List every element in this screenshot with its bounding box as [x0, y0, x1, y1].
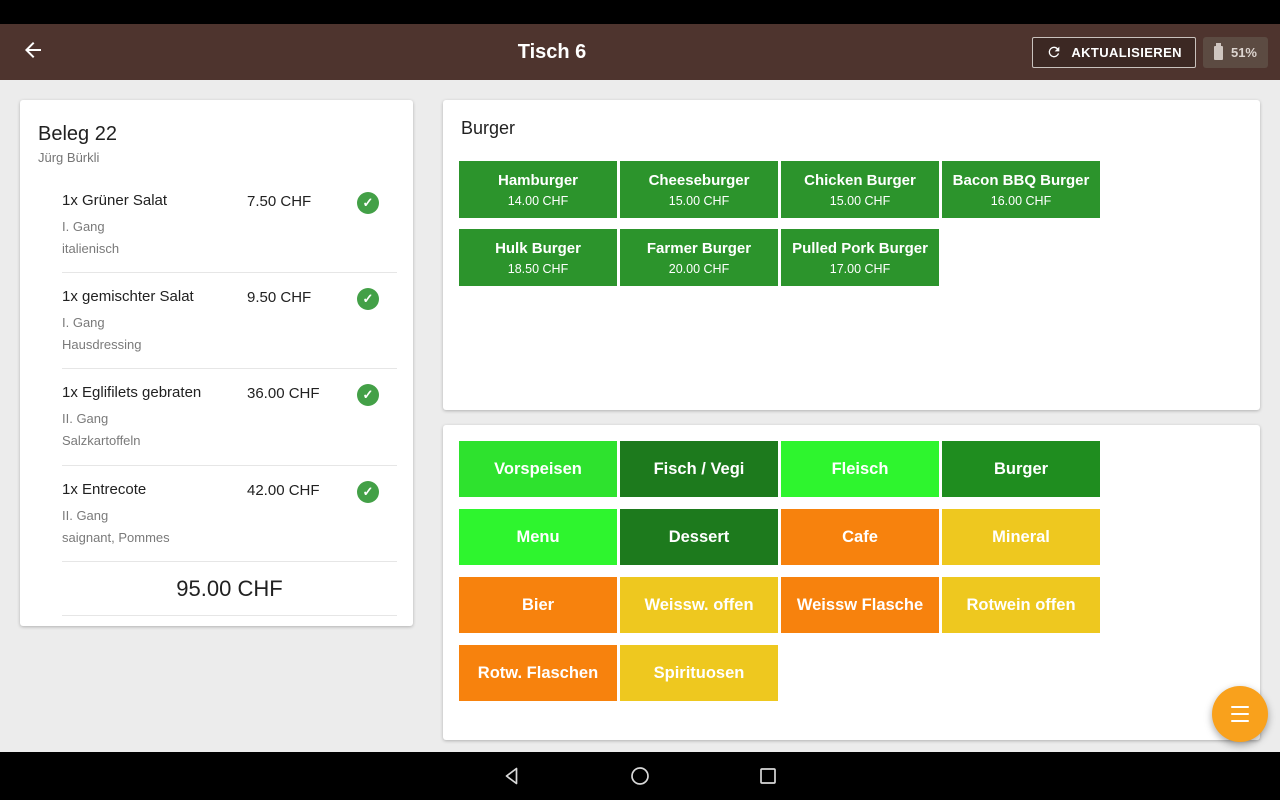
item-sent-check-icon: ✓ — [357, 288, 379, 311]
product-price: 16.00 CHF — [990, 193, 1052, 208]
product-name: Hamburger — [497, 171, 579, 189]
back-arrow-icon — [21, 38, 45, 67]
category-button-dessert[interactable]: Dessert — [620, 509, 778, 565]
battery-icon — [1213, 43, 1223, 60]
category-button-vorspeisen[interactable]: Vorspeisen — [459, 441, 617, 497]
android-nav-bar — [0, 752, 1280, 800]
refresh-button-label: AKTUALISIEREN — [1071, 44, 1182, 60]
receipt-total: 95.00 CHF — [62, 562, 397, 616]
item-name: 1x Eglifilets gebraten — [62, 384, 202, 402]
server-name: Jürg Bürkli — [38, 150, 100, 165]
item-course: II. Gang — [62, 507, 109, 523]
category-button-spirituosen[interactable]: Spirituosen — [620, 645, 778, 701]
battery-indicator: 51% — [1202, 36, 1268, 68]
back-button[interactable] — [12, 31, 54, 73]
product-price: 18.50 CHF — [507, 261, 569, 276]
category-button-burger[interactable]: Burger — [942, 441, 1100, 497]
item-sent-check-icon: ✓ — [357, 192, 379, 214]
product-button-grid: Hamburger 14.00 CHF Cheeseburger 15.00 C… — [459, 161, 1244, 286]
category-button-mineral[interactable]: Mineral — [942, 509, 1100, 565]
category-button-menu[interactable]: Menu — [459, 509, 617, 565]
item-sent-check-icon: ✓ — [357, 480, 379, 503]
battery-percent: 51% — [1230, 44, 1257, 60]
main-content: Beleg 22 Jürg Bürkli 1x Grüner Salat I. … — [0, 80, 1280, 760]
product-price: 15.00 CHF — [829, 193, 891, 208]
item-price: 7.50 CHF — [247, 193, 312, 210]
android-recents-button[interactable] — [757, 765, 779, 787]
item-note: Salzkartoffeln — [62, 433, 141, 449]
android-home-button[interactable] — [629, 765, 651, 787]
app-bar: Tisch 6 AKTUALISIEREN 51% — [0, 24, 1280, 80]
products-card: Burger Hamburger 14.00 CHF Cheeseburger … — [443, 100, 1260, 410]
category-button-rotwein-offen[interactable]: Rotwein offen — [942, 577, 1100, 633]
product-button-hamburger[interactable]: Hamburger 14.00 CHF — [459, 161, 617, 218]
refresh-icon — [1046, 44, 1062, 60]
product-price: 20.00 CHF — [668, 261, 730, 276]
receipt-item[interactable]: 1x gemischter Salat I. Gang Hausdressing… — [62, 273, 397, 370]
product-name: Pulled Pork Burger — [792, 239, 928, 257]
product-name: Farmer Burger — [646, 239, 752, 257]
app-bar-actions: AKTUALISIEREN 51% — [1032, 36, 1268, 68]
item-price: 36.00 CHF — [247, 385, 320, 403]
product-name: Cheeseburger — [648, 171, 750, 189]
item-price: 9.50 CHF — [247, 289, 312, 307]
receipt-title: Beleg 22 — [38, 123, 117, 145]
category-button-fisch-vegi[interactable]: Fisch / Vegi — [620, 441, 778, 497]
product-button-cheeseburger[interactable]: Cheeseburger 15.00 CHF — [620, 161, 778, 218]
android-back-button[interactable] — [501, 765, 523, 787]
receipt-item[interactable]: 1x Grüner Salat I. Gang italienisch 7.50… — [62, 177, 397, 274]
right-column: Burger Hamburger 14.00 CHF Cheeseburger … — [443, 100, 1260, 740]
product-price: 17.00 CHF — [829, 261, 891, 276]
product-button-pulled-pork-burger[interactable]: Pulled Pork Burger 17.00 CHF — [781, 229, 939, 286]
receipt-item[interactable]: 1x Entrecote II. Gang saignant, Pommes 4… — [62, 466, 397, 562]
receipt-item[interactable]: 1x Eglifilets gebraten II. Gang Salzkart… — [62, 369, 397, 466]
receipt-item-list: 1x Grüner Salat I. Gang italienisch 7.50… — [62, 177, 397, 562]
hamburger-menu-icon — [1231, 704, 1249, 725]
product-name: Hulk Burger — [495, 239, 581, 257]
product-button-bacon-bbq-burger[interactable]: Bacon BBQ Burger 16.00 CHF — [942, 161, 1100, 218]
item-course: I. Gang — [62, 315, 105, 331]
item-name: 1x Grüner Salat — [62, 192, 168, 209]
item-note: italienisch — [62, 241, 120, 257]
item-name: 1x gemischter Salat — [62, 288, 194, 306]
item-course: II. Gang — [62, 411, 109, 427]
categories-card: Vorspeisen Fisch / Vegi Fleisch Burger M… — [443, 425, 1260, 740]
category-button-weissw-flasche[interactable]: Weissw Flasche — [781, 577, 939, 633]
item-course: I. Gang — [62, 219, 105, 234]
category-button-grid: Vorspeisen Fisch / Vegi Fleisch Burger M… — [459, 441, 1244, 701]
product-button-farmer-burger[interactable]: Farmer Burger 20.00 CHF — [620, 229, 778, 286]
product-price: 15.00 CHF — [668, 193, 730, 208]
product-button-chicken-burger[interactable]: Chicken Burger 15.00 CHF — [781, 161, 939, 218]
menu-fab-button[interactable] — [1212, 686, 1268, 742]
category-button-cafe[interactable]: Cafe — [781, 509, 939, 565]
item-sent-check-icon: ✓ — [357, 384, 379, 407]
page-title: Tisch 6 — [517, 40, 587, 63]
refresh-button[interactable]: AKTUALISIEREN — [1032, 36, 1196, 68]
product-name: Chicken Burger — [804, 171, 916, 189]
item-price: 42.00 CHF — [247, 481, 320, 499]
products-section-title: Burger — [461, 118, 516, 138]
category-button-weissw-offen[interactable]: Weissw. offen — [620, 577, 778, 633]
category-button-fleisch[interactable]: Fleisch — [781, 441, 939, 497]
item-note: saignant, Pommes — [62, 529, 170, 545]
product-price: 14.00 CHF — [507, 193, 569, 208]
category-button-bier[interactable]: Bier — [459, 577, 617, 633]
receipt-card: Beleg 22 Jürg Bürkli 1x Grüner Salat I. … — [20, 100, 413, 626]
item-note: Hausdressing — [62, 337, 142, 353]
product-name: Bacon BBQ Burger — [952, 171, 1090, 189]
android-status-bar — [0, 0, 1280, 24]
category-button-rotw-flaschen[interactable]: Rotw. Flaschen — [459, 645, 617, 701]
item-name: 1x Entrecote — [62, 480, 147, 498]
product-button-hulk-burger[interactable]: Hulk Burger 18.50 CHF — [459, 229, 617, 286]
